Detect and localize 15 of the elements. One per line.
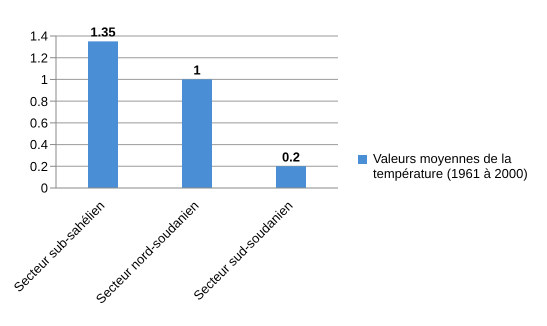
y-tick-label: 0 [40,180,48,196]
y-tick-label: 1.4 [30,28,48,44]
y-tick-label: 0.4 [30,137,48,152]
data-label: 1 [193,62,201,78]
y-tick-label: 1 [40,72,48,88]
bar [182,79,212,188]
bar [88,41,118,188]
data-label: 0.2 [282,149,300,164]
y-tick-label: 0.2 [30,158,48,174]
bar [276,166,306,188]
data-label: 1.35 [90,24,116,40]
legend-label: Valeurs moyennes de la température (1961 à 2000) [373,150,528,180]
y-tick-label: 1.2 [30,50,48,66]
y-tick-label: 0.8 [30,94,48,109]
y-tick-label: 0.6 [30,115,48,130]
